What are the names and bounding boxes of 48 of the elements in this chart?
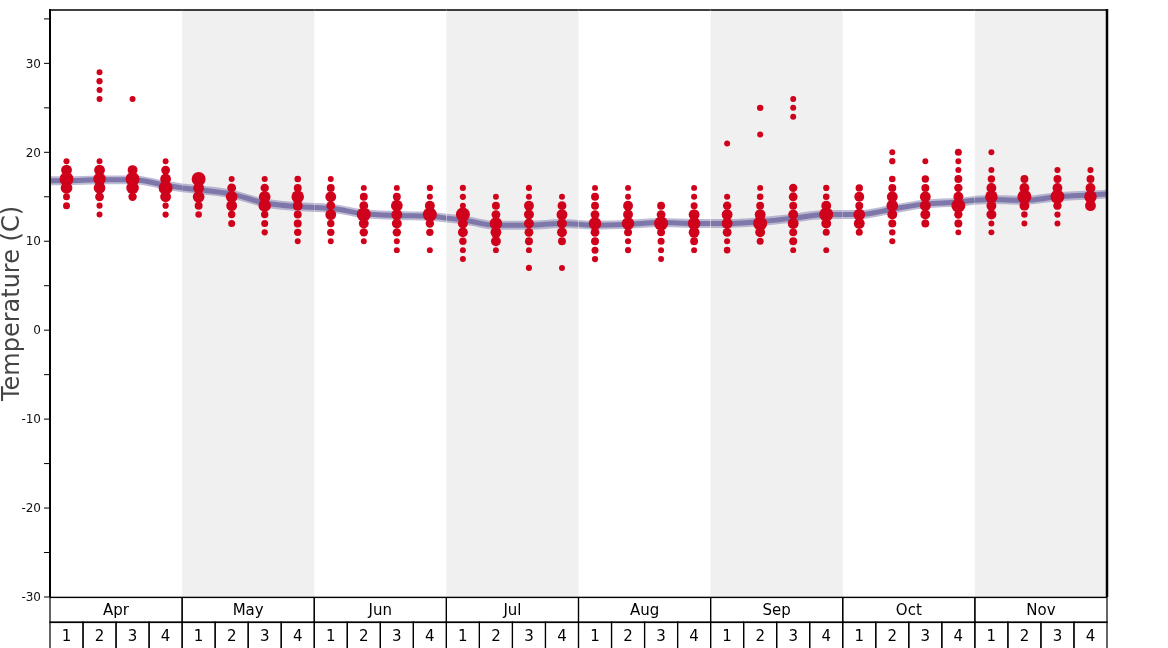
x-tick-label: 2 <box>1019 627 1030 646</box>
x-tick-label: 3 <box>127 627 138 646</box>
x-axis-title: May <box>232 600 264 619</box>
x-tick-label: 1 <box>193 627 204 646</box>
x-tick-label: 2 <box>755 627 765 646</box>
x-tick-label: 1 <box>854 627 865 646</box>
x-axis-title: Apr <box>103 600 130 619</box>
y-tick-label: 10 <box>25 234 41 249</box>
x-tick-label: 1 <box>61 627 72 646</box>
x-tick-label: 4 <box>557 627 567 646</box>
x-tick-label: 3 <box>392 627 402 646</box>
x-tick-label: 1 <box>986 627 997 646</box>
x-tick-label: 4 <box>425 627 435 646</box>
x-tick-label: 2 <box>94 627 105 646</box>
x-tick-label: 4 <box>953 627 964 646</box>
x-tick-label: 1 <box>458 627 468 646</box>
x-tick-label: 3 <box>1052 627 1063 646</box>
x-tick-label: 3 <box>259 627 270 646</box>
y-tick-label: -20 <box>21 501 41 516</box>
x-axis-title: Nov <box>1026 600 1056 619</box>
x-axis-title: Sep <box>762 600 791 619</box>
x-tick-label: 3 <box>788 627 798 646</box>
x-tick-label: 1 <box>722 627 732 646</box>
y-tick-label: -10 <box>21 412 41 427</box>
x-tick-label: 4 <box>1085 627 1096 646</box>
x-tick-label: 4 <box>292 627 303 646</box>
x-tick-label: 2 <box>887 627 898 646</box>
x-tick-label: 2 <box>491 627 501 646</box>
x-tick-label: 4 <box>689 627 699 646</box>
x-axis-title: Aug <box>629 600 660 619</box>
x-axis-title: Oct <box>895 600 922 619</box>
x-tick-label: 1 <box>590 627 600 646</box>
y-tick-label: -30 <box>21 590 41 605</box>
x-tick-label: 2 <box>226 627 237 646</box>
x-tick-label: 2 <box>359 627 369 646</box>
x-tick-label: 3 <box>524 627 534 646</box>
x-tick-label: 1 <box>325 627 336 646</box>
x-tick-label: 2 <box>623 627 633 646</box>
x-axis-title: Jul <box>502 600 522 619</box>
y-tick-label: 0 <box>33 323 41 338</box>
x-tick-label: 3 <box>656 627 666 646</box>
y-tick-label: 30 <box>25 56 41 71</box>
x-tick-label: 3 <box>920 627 931 646</box>
x-tick-label: 4 <box>160 627 171 646</box>
y-axis-title: Temperature (C) <box>0 205 25 403</box>
x-tick-label: 4 <box>821 627 832 646</box>
x-axis-title: Jun <box>367 600 393 619</box>
y-tick-label: 20 <box>25 145 41 160</box>
